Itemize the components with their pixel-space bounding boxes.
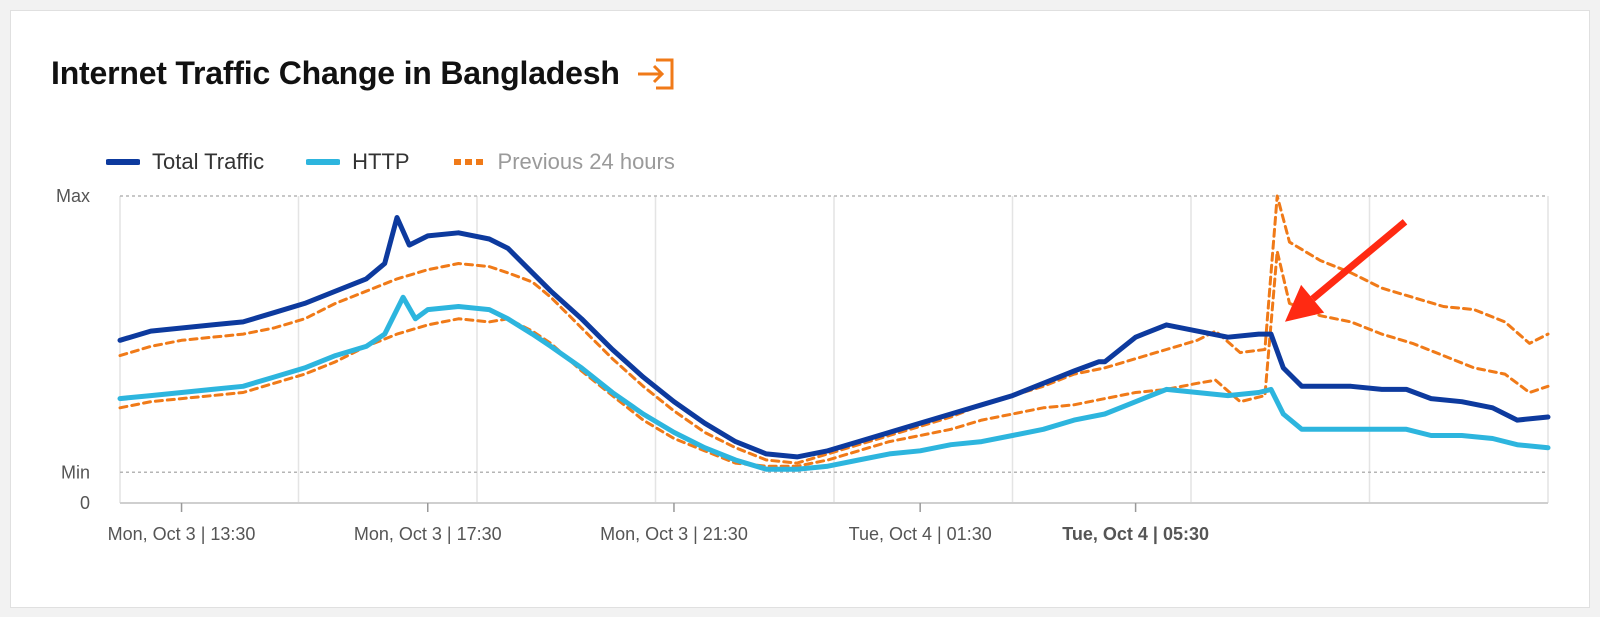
- legend-label-previous-24-hours: Previous 24 hours: [497, 149, 675, 174]
- legend-label-total-traffic: Total Traffic: [152, 149, 265, 174]
- legend-item-total-traffic[interactable]: Total Traffic: [106, 149, 264, 175]
- x-tick-label: Tue, Oct 4 | 05:30: [1062, 524, 1209, 544]
- annotation-arrow-shaft: [1310, 219, 1408, 302]
- y-tick-label: Max: [56, 186, 90, 206]
- legend-swatch-previous-24-hours: [453, 159, 484, 165]
- legend-swatch-http: [306, 159, 341, 165]
- x-tick-label: Mon, Oct 3 | 17:30: [354, 524, 502, 544]
- chart-title: Internet Traffic Change in Bangladesh: [51, 55, 620, 91]
- series-line-total-traffic: [117, 215, 1551, 460]
- series-line-http: [117, 294, 1551, 472]
- x-tick-label: Tue, Oct 4 | 01:30: [849, 524, 992, 544]
- legend-item-previous-24-hours[interactable]: Previous 24 hours: [452, 149, 675, 175]
- y-tick-label: 0: [80, 493, 90, 513]
- export-icon[interactable]: [634, 56, 676, 92]
- x-tick-label: Mon, Oct 3 | 21:30: [600, 524, 748, 544]
- chart-card: Internet Traffic Change in Bangladesh To…: [10, 10, 1590, 608]
- legend-item-http[interactable]: HTTP: [306, 149, 410, 175]
- legend-label-http: HTTP: [352, 149, 410, 174]
- legend: Total Traffic HTTP Previous 24 hours: [106, 149, 717, 175]
- annotation-arrow-head: [1285, 284, 1325, 322]
- y-tick-label: Min: [61, 462, 90, 482]
- x-tick-label: Mon, Oct 3 | 13:30: [108, 524, 256, 544]
- series-line-previous-24-hours: [118, 194, 1550, 465]
- title-row: Internet Traffic Change in Bangladesh: [51, 55, 676, 92]
- legend-swatch-total-traffic: [106, 159, 140, 165]
